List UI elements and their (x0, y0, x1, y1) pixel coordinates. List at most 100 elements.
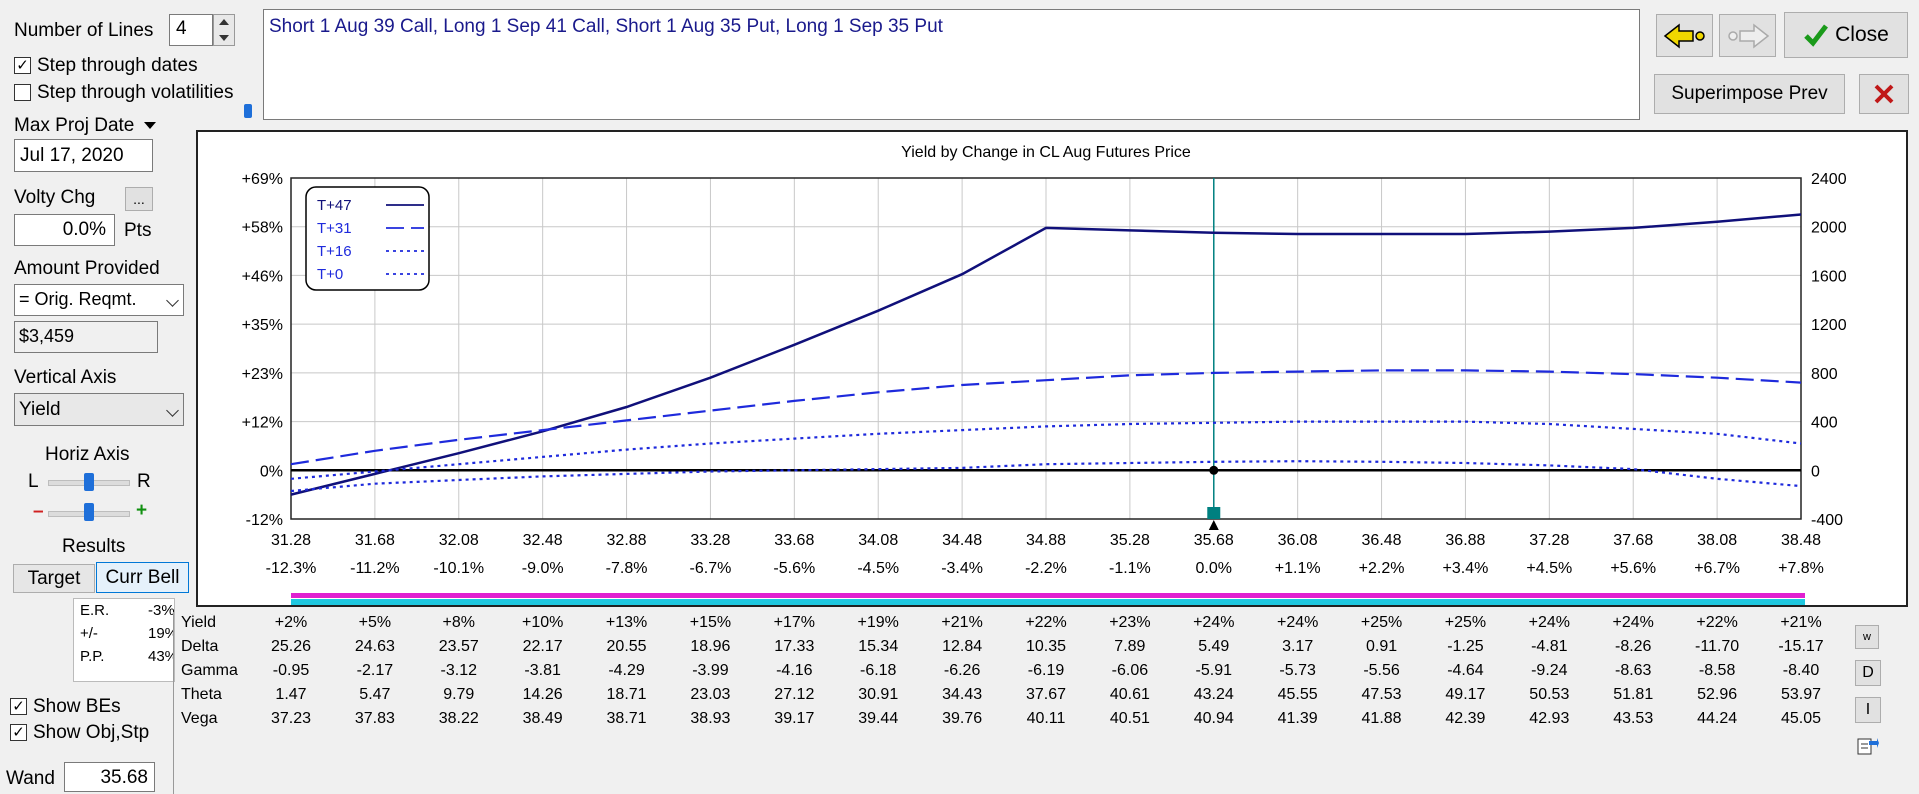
table-cell: 53.97 (1780, 686, 1822, 703)
table-cell: -5.73 (1279, 662, 1316, 679)
y-left-tick-label: +46% (242, 268, 283, 285)
table-cell: 3.17 (1282, 638, 1314, 655)
table-cell: +25% (1444, 614, 1487, 631)
max-proj-date-input[interactable]: Jul 17, 2020 (14, 139, 153, 172)
spin-up-icon[interactable] (219, 19, 229, 25)
legend-label: T+47 (317, 197, 352, 214)
table-row: Delta 25.26 24.63 23.57 22.17 20.55 18.96 17.33… (173, 638, 1843, 660)
table-row: Theta 1.47 5.47 9.79 14.26 18.71 23.03 27.12 30.… (173, 686, 1843, 708)
y-right-tick-label: 800 (1811, 366, 1838, 383)
table-cell: 43.24 (1193, 686, 1234, 703)
table-cell: 23.03 (690, 686, 731, 703)
cancel-button[interactable] (1859, 74, 1909, 114)
x-tick-label: 37.28 (1529, 532, 1569, 549)
x-pct-label: +6.7% (1694, 560, 1740, 577)
export-icon[interactable] (1857, 735, 1879, 757)
pm-value: 19% (148, 625, 174, 642)
horiz-lr-slider-thumb[interactable] (84, 473, 94, 491)
step-vols-checkbox[interactable] (14, 84, 31, 101)
row-label: Gamma (181, 662, 238, 679)
vertical-axis-select[interactable]: Yield (14, 393, 184, 426)
show-bes-checkbox[interactable]: ✓ (10, 698, 27, 715)
x-tick-label: 34.88 (1026, 532, 1066, 549)
plot-frame (290, 177, 1802, 520)
table-cell: -15.17 (1778, 638, 1824, 655)
x-pct-label: -4.5% (857, 560, 899, 577)
table-cell: 40.11 (1026, 710, 1066, 727)
pm-label: +/- (80, 625, 98, 642)
range-bar-cyan (291, 599, 1805, 605)
wand-input[interactable]: 35.68 (64, 762, 155, 792)
step-dates-checkbox[interactable]: ✓ (14, 57, 31, 74)
show-obj-checkbox[interactable]: ✓ (10, 724, 27, 741)
x-pct-label: +7.8% (1778, 560, 1824, 577)
table-cell: -3.12 (440, 662, 477, 679)
table-cell: 38.22 (438, 710, 479, 727)
table-cell: 23.57 (438, 638, 479, 655)
y-right-tick-label: 1200 (1811, 317, 1847, 334)
spin-down-icon[interactable] (219, 35, 229, 41)
horiz-zoom-slider-thumb[interactable] (84, 503, 94, 521)
arrow-right-icon (1727, 22, 1769, 49)
x-pct-label: -5.6% (773, 560, 815, 577)
max-proj-date-label[interactable]: Max Proj Date (14, 115, 156, 137)
tab-curr-bell[interactable]: Curr Bell (96, 562, 189, 593)
superimpose-prev-button[interactable]: Superimpose Prev (1654, 74, 1845, 114)
row-label: Theta (181, 686, 222, 703)
table-cell: 42.93 (1529, 710, 1570, 727)
volty-chg-input[interactable]: 0.0% (14, 214, 115, 246)
num-lines-input[interactable]: 4 (169, 14, 213, 46)
table-cell: 5.49 (1198, 638, 1230, 655)
table-cell: 40.51 (1109, 710, 1150, 727)
y-left-tick-label: -12% (246, 512, 283, 529)
table-cell: 50.53 (1529, 686, 1570, 703)
next-button[interactable] (1719, 14, 1776, 57)
vertical-axis-label: Vertical Axis (14, 367, 117, 388)
table-cell: 7.89 (1114, 638, 1146, 655)
strategy-scroll-thumb[interactable] (244, 104, 252, 118)
table-i-button[interactable]: I (1855, 697, 1881, 723)
x-pct-label: 0.0% (1196, 560, 1232, 577)
table-cell: 40.61 (1109, 686, 1150, 703)
legend-label: T+16 (317, 243, 352, 260)
table-cell: 37.83 (354, 710, 395, 727)
num-lines-spinner[interactable] (213, 14, 235, 46)
table-cell: +2% (274, 614, 308, 631)
pp-value: 43% (148, 648, 174, 665)
table-cell: 37.67 (1025, 686, 1067, 703)
table-cell: -4.16 (776, 662, 813, 679)
table-w-button[interactable]: w (1855, 625, 1879, 649)
x-pct-label: -11.2% (350, 560, 400, 577)
x-pct-label: -10.1% (433, 560, 484, 577)
close-button[interactable]: Close (1784, 12, 1908, 58)
checkmark-icon (1804, 24, 1829, 47)
amount-provided-select[interactable]: = Orig. Reqmt. (14, 284, 184, 316)
vertical-axis-value: Yield (19, 399, 61, 420)
prev-button[interactable] (1656, 14, 1713, 57)
y-left-tick-label: 0% (260, 463, 283, 480)
strategy-description[interactable]: Short 1 Aug 39 Call, Long 1 Sep 41 Call,… (263, 9, 1640, 120)
table-cell: -5.91 (1195, 662, 1232, 679)
table-cell: 17.33 (774, 638, 815, 655)
table-cell: +22% (1025, 614, 1067, 631)
table-cell: +5% (358, 614, 392, 631)
table-cell: 45.55 (1277, 686, 1318, 703)
table-cell: -2.17 (356, 662, 394, 679)
table-cell: +19% (857, 614, 899, 631)
volty-chg-button[interactable]: ... (125, 187, 153, 211)
x-pct-label: -6.7% (690, 560, 732, 577)
chart-title: Yield by Change in CL Aug Futures Price (901, 144, 1191, 161)
er-label: E.R. (80, 602, 110, 619)
table-d-button[interactable]: D (1855, 660, 1881, 686)
x-tick-label: 32.08 (439, 532, 479, 549)
table-cell: +24% (1276, 614, 1319, 631)
table-d-label: D (1862, 664, 1874, 681)
wand-marker[interactable] (1207, 507, 1221, 519)
x-tick-label: 35.68 (1194, 532, 1234, 549)
tab-target[interactable]: Target (13, 564, 95, 593)
table-cell: 49.17 (1445, 686, 1486, 703)
horiz-axis-label: Horiz Axis (45, 444, 130, 465)
wand-label: Wand (6, 768, 55, 789)
yield-chart[interactable]: Yield by Change in CL Aug Futures Price … (196, 130, 1909, 608)
row-label: Vega (181, 710, 218, 727)
